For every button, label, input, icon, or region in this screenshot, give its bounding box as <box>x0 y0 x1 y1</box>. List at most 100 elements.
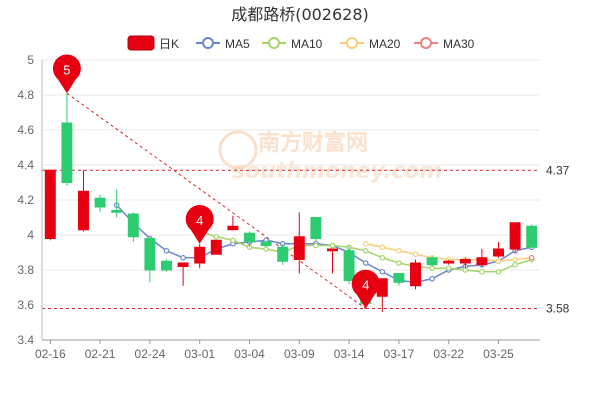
candle-body <box>111 210 123 213</box>
legend-label: MA20 <box>369 37 401 51</box>
ma10-point <box>462 267 469 273</box>
candle <box>327 248 338 274</box>
watermark-logo <box>218 130 258 170</box>
chart-title: 成都路桥(002628) <box>231 5 369 24</box>
legend-label: MA10 <box>291 37 323 51</box>
candle <box>343 245 355 284</box>
ma10-point <box>263 246 269 252</box>
candle-body <box>459 259 471 264</box>
candle-body <box>227 225 239 231</box>
candle-body <box>44 169 56 239</box>
reference-label: 3.58 <box>546 302 570 316</box>
marker-shape <box>185 205 214 244</box>
ma10-point <box>495 268 502 275</box>
candle-body <box>144 238 156 271</box>
y-tick-label: 5 <box>27 53 34 67</box>
legend-candle-swatch <box>127 35 155 51</box>
candle <box>161 259 172 272</box>
y-tick-label: 4.4 <box>17 158 34 172</box>
marker-label: 4 <box>362 278 369 293</box>
x-tick-label: 02-21 <box>85 347 116 361</box>
candle-body <box>61 122 73 183</box>
x-tick-label: 03-01 <box>184 347 215 361</box>
candle-body <box>343 250 355 281</box>
candle-body <box>127 213 139 238</box>
candle <box>277 243 289 265</box>
candle <box>111 189 123 218</box>
reference-lines: 4.37 3.58 <box>42 163 570 316</box>
candle-body <box>244 232 255 243</box>
candle <box>459 257 471 269</box>
ma10-point <box>379 254 386 261</box>
legend-dot <box>268 37 280 49</box>
marker-pin: 4 <box>351 269 380 309</box>
candle-body <box>509 222 521 250</box>
ma5-point <box>163 247 170 254</box>
y-tick-label: 3.8 <box>17 263 34 277</box>
candle-body <box>277 246 289 262</box>
candle <box>177 262 189 286</box>
ma10-point <box>512 261 518 268</box>
trend-lines <box>66 92 366 309</box>
ma5-point <box>180 254 186 261</box>
candles <box>44 93 538 312</box>
candle <box>310 217 322 242</box>
candle-body <box>393 273 405 283</box>
candle-body <box>310 217 322 239</box>
reference-label: 4.37 <box>546 163 570 177</box>
chart-legend: 日K MA5 MA10 MA20 MA30 <box>127 35 475 51</box>
candle <box>244 231 255 248</box>
y-tick-label: 4.8 <box>17 88 34 102</box>
marker-pin: 5 <box>52 54 81 94</box>
marker-shape <box>52 54 81 94</box>
ma10-point <box>445 265 452 272</box>
candle <box>509 222 521 253</box>
y-tick-label: 3.4 <box>17 333 34 347</box>
x-tick-label: 02-16 <box>35 347 66 361</box>
candle-body <box>78 190 89 231</box>
candle-body <box>426 257 438 266</box>
legend-label: MA30 <box>443 37 475 51</box>
ma5-point <box>429 275 435 282</box>
candle <box>210 239 222 255</box>
candle-body <box>526 225 538 248</box>
watermark: 南方财富网 southmoney.com <box>218 130 442 184</box>
marker-label: 4 <box>196 213 203 228</box>
legend-label: 日K <box>159 37 179 51</box>
x-tick-label: 03-04 <box>234 347 265 361</box>
ma20-point <box>412 251 419 258</box>
candle-body <box>443 260 455 264</box>
ma10-point <box>479 268 485 275</box>
candle <box>393 273 405 286</box>
marker-shape <box>351 269 380 309</box>
markers: 5 4 4 <box>52 54 380 309</box>
watermark-url: southmoney.com <box>232 159 442 184</box>
candle <box>227 215 239 231</box>
candle-body <box>493 248 504 257</box>
ma20-point <box>379 244 386 251</box>
candle <box>61 93 73 186</box>
marker-label: 5 <box>63 62 70 77</box>
candle <box>78 170 89 232</box>
moving-averages <box>113 202 535 286</box>
candle-body <box>210 239 222 255</box>
ma20-point <box>512 256 518 263</box>
candle <box>144 236 156 283</box>
candle-body <box>410 262 421 287</box>
legend-label: MA5 <box>225 37 250 51</box>
candle <box>443 259 455 265</box>
candle <box>260 240 272 248</box>
candle-body <box>293 236 305 260</box>
candle <box>426 256 438 267</box>
candle-body <box>194 246 206 264</box>
x-tick-label: 03-25 <box>483 347 514 361</box>
candle-body <box>177 262 189 267</box>
candle <box>526 224 538 248</box>
ma10-point <box>313 242 319 249</box>
candle <box>44 169 56 241</box>
candle <box>127 212 139 242</box>
ma30-point <box>528 254 535 261</box>
legend-dot <box>346 37 358 49</box>
